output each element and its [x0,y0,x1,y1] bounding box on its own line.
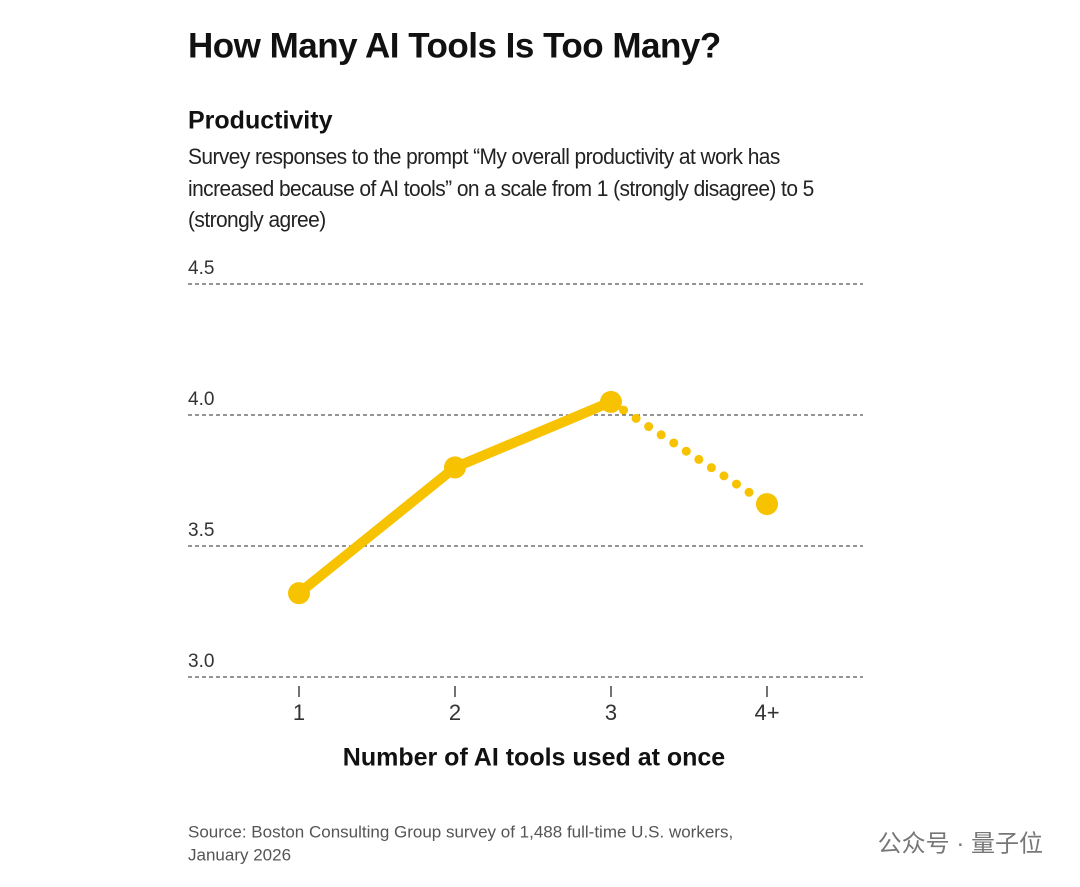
watermark: 公众号 · 量子位 [878,830,1043,857]
y-tick-label: 4.5 [188,258,214,279]
line-segment-dotted [606,397,772,509]
chart-description: Survey responses to the prompt “My overa… [188,144,814,232]
x-tick-label: 2 [449,700,461,725]
data-point [756,493,778,516]
data-point [444,456,466,479]
chart-subtitle: Productivity [188,107,333,135]
x-axis-title: Number of AI tools used at once [343,744,726,772]
line-segment [450,396,616,473]
data-point [600,390,622,413]
x-tick-label: 1 [293,700,305,725]
y-tick-label: 3.0 [188,651,214,672]
y-tick-label: 4.0 [188,389,214,410]
line-segment [294,462,460,599]
data-point [288,582,310,605]
x-tick-label: 3 [605,700,617,725]
y-tick-label: 3.5 [188,520,214,541]
chart-title: How Many AI Tools Is Too Many? [188,26,721,65]
x-tick-label: 4+ [754,700,779,725]
source: Source: Boston Consulting Group survey o… [188,822,733,841]
source: January 2026 [188,845,291,864]
